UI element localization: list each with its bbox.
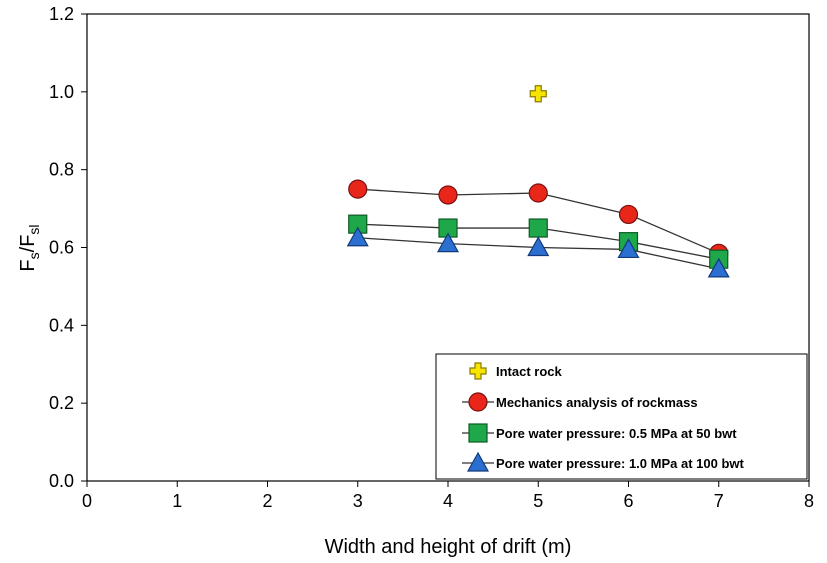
data-point-triangle: [707, 257, 730, 278]
y-tick-label: 1.0: [49, 82, 74, 102]
legend-label: Intact rock: [496, 364, 563, 379]
x-tick-label: 4: [443, 491, 453, 511]
data-point-circle: [348, 179, 368, 199]
x-tick-label: 6: [623, 491, 633, 511]
y-tick-label: 0.6: [49, 238, 74, 258]
legend-label: Pore water pressure: 1.0 MPa at 100 bwt: [496, 456, 744, 471]
legend-marker-triangle: [466, 451, 490, 472]
axis-ticks: 0 1 2 3 4 5 6 7 8 0.0 0.2 0.4 0.6 0.8 1.0 1.2: [49, 4, 814, 511]
x-tick-label: 7: [714, 491, 724, 511]
data-point-triangle: [527, 236, 550, 257]
x-tick-label: 0: [82, 491, 92, 511]
data-point-cross: [529, 85, 547, 103]
legend-marker-cross: [469, 362, 487, 380]
y-tick-label: 0.8: [49, 160, 74, 180]
legend-marker-square: [468, 423, 488, 443]
y-axis-title-sub2: sl: [26, 224, 42, 234]
x-tick-label: 8: [804, 491, 814, 511]
legend-marker-circle: [468, 392, 488, 412]
y-tick-label: 1.2: [49, 4, 74, 24]
data-point-circle: [438, 185, 458, 205]
y-tick-label: 0.4: [49, 315, 74, 335]
y-axis-title: Fs/Fsl: [17, 224, 42, 271]
x-tick-label: 2: [262, 491, 272, 511]
y-axis-title-main: F: [17, 259, 39, 271]
x-tick-label: 3: [353, 491, 363, 511]
data-point-circle: [528, 183, 548, 203]
data-point-triangle: [617, 238, 640, 259]
y-tick-label: 0.2: [49, 393, 74, 413]
legend: Intact rock Mechanics analysis of rockmas…: [435, 353, 808, 480]
data-point-triangle: [436, 232, 460, 253]
legend-box: [435, 353, 808, 480]
y-axis-title-sep: /F: [17, 235, 39, 253]
legend-label: Pore water pressure: 0.5 MPa at 50 bwt: [496, 426, 737, 441]
x-tick-label: 5: [533, 491, 543, 511]
x-tick-label: 1: [172, 491, 182, 511]
data-point-circle: [618, 204, 639, 225]
y-axis-title-sub1: s: [26, 252, 42, 259]
series-markers: [346, 85, 730, 278]
data-point-square: [528, 218, 548, 238]
legend-label: Mechanics analysis of rockmass: [496, 395, 698, 410]
y-tick-label: 0.0: [49, 471, 74, 491]
x-axis-title: Width and height of drift (m): [325, 536, 572, 558]
data-point-triangle: [346, 226, 369, 247]
